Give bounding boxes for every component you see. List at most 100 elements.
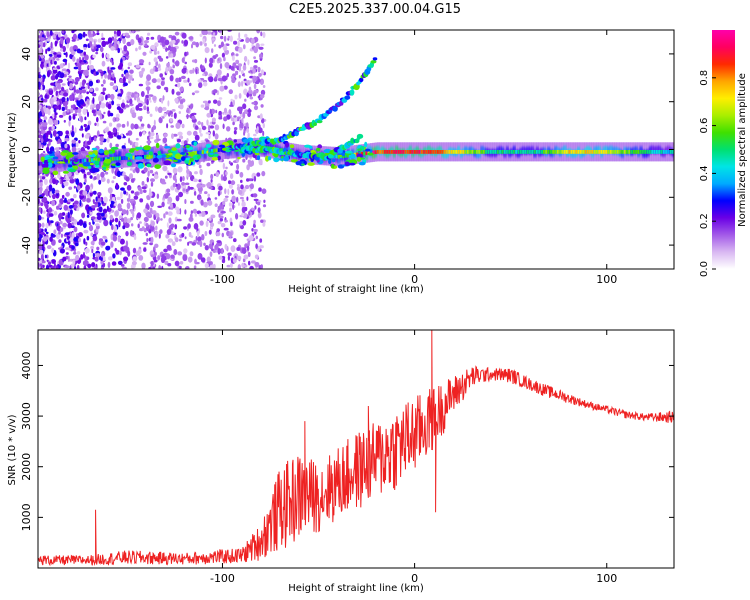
noise-speck (127, 91, 132, 96)
noise-speck (101, 32, 104, 38)
noise-speck (152, 125, 157, 130)
noise-speck (83, 173, 87, 178)
noise-speck (179, 103, 184, 110)
noise-speck (112, 73, 115, 79)
upper-branch-mark (313, 122, 317, 127)
noise-speck (198, 179, 202, 183)
noise-speck (79, 199, 82, 207)
band-cell (586, 146, 590, 154)
noise-speck (208, 134, 211, 140)
noise-speck (230, 101, 233, 107)
noise-speck (253, 59, 259, 63)
noise-speck (49, 139, 53, 143)
noise-speck (38, 215, 42, 221)
noise-speck (91, 248, 94, 254)
band-core (335, 154, 338, 159)
band-core (508, 150, 511, 154)
noise-speck (85, 38, 89, 42)
noise-speck (41, 260, 46, 264)
noise-speck (98, 206, 103, 213)
noise-speck (96, 212, 102, 217)
noise-speck (120, 102, 126, 109)
noise-speck (43, 98, 48, 103)
noise-speck (61, 83, 66, 86)
noise-speck (39, 249, 44, 255)
noise-speck (238, 32, 241, 39)
noise-speck (260, 79, 264, 85)
noise-speck (146, 106, 150, 113)
noise-speck (199, 168, 203, 176)
noise-speck (259, 113, 263, 120)
noise-speck (116, 135, 122, 139)
band-core (619, 150, 622, 154)
noise-speck (141, 181, 145, 186)
noise-speck (234, 71, 239, 76)
noise-speck (91, 205, 96, 209)
noise-speck (123, 45, 128, 52)
noise-speck (63, 181, 69, 187)
band-blob (115, 162, 121, 166)
noise-speck (81, 133, 84, 138)
band-core (441, 150, 444, 154)
noise-speck (116, 196, 121, 200)
noise-speck (142, 51, 147, 56)
noise-speck (230, 245, 236, 253)
noise-speck (180, 75, 186, 80)
band-core (400, 150, 403, 154)
noise-speck (115, 113, 120, 118)
noise-speck (165, 234, 170, 239)
noise-speck (116, 96, 122, 100)
band-blob (364, 141, 368, 148)
noise-speck (248, 235, 254, 241)
noise-speck (81, 81, 85, 87)
noise-speck (107, 74, 111, 80)
noise-speck (244, 184, 250, 190)
noise-speck (50, 98, 54, 104)
band-core (54, 160, 57, 165)
noise-speck (191, 44, 193, 49)
noise-speck (57, 31, 61, 38)
noise-speck (149, 136, 154, 140)
noise-speck (166, 123, 169, 129)
noise-speck (207, 124, 211, 132)
noise-speck (195, 236, 198, 241)
noise-speck (66, 97, 69, 102)
noise-speck (86, 198, 91, 203)
noise-speck (130, 217, 134, 221)
noise-speck (121, 123, 126, 128)
noise-speck (236, 184, 240, 187)
noise-speck (240, 224, 244, 230)
noise-speck (87, 120, 92, 126)
noise-speck (135, 166, 138, 171)
colorbar: 0.00.20.40.60.8 Normalized spectral ampl… (699, 30, 748, 277)
noise-speck (248, 211, 251, 216)
band-core (197, 150, 200, 155)
band-blob (367, 152, 374, 156)
band-blob (135, 146, 144, 150)
noise-speck (134, 142, 139, 147)
noise-speck (84, 127, 88, 132)
band-cell (476, 150, 479, 158)
noise-speck (201, 122, 204, 127)
band-core (471, 150, 474, 154)
noise-speck (200, 183, 206, 188)
noise-speck (83, 123, 88, 128)
band-core (379, 150, 382, 154)
noise-speck (128, 77, 131, 81)
noise-speck (177, 82, 181, 88)
band-blob (89, 162, 94, 166)
noise-speck (165, 88, 169, 93)
noise-speck (231, 77, 236, 84)
noise-speck (62, 111, 67, 117)
lower-branch-mark (356, 133, 364, 139)
noise-speck (193, 190, 197, 196)
band-core (114, 156, 117, 161)
band-core (506, 150, 509, 154)
noise-speck (66, 109, 70, 113)
noise-speck (191, 41, 197, 46)
band-core (448, 150, 451, 154)
noise-speck (51, 125, 55, 130)
band-blob (94, 160, 100, 166)
noise-speck (172, 133, 178, 137)
noise-speck (38, 72, 41, 75)
